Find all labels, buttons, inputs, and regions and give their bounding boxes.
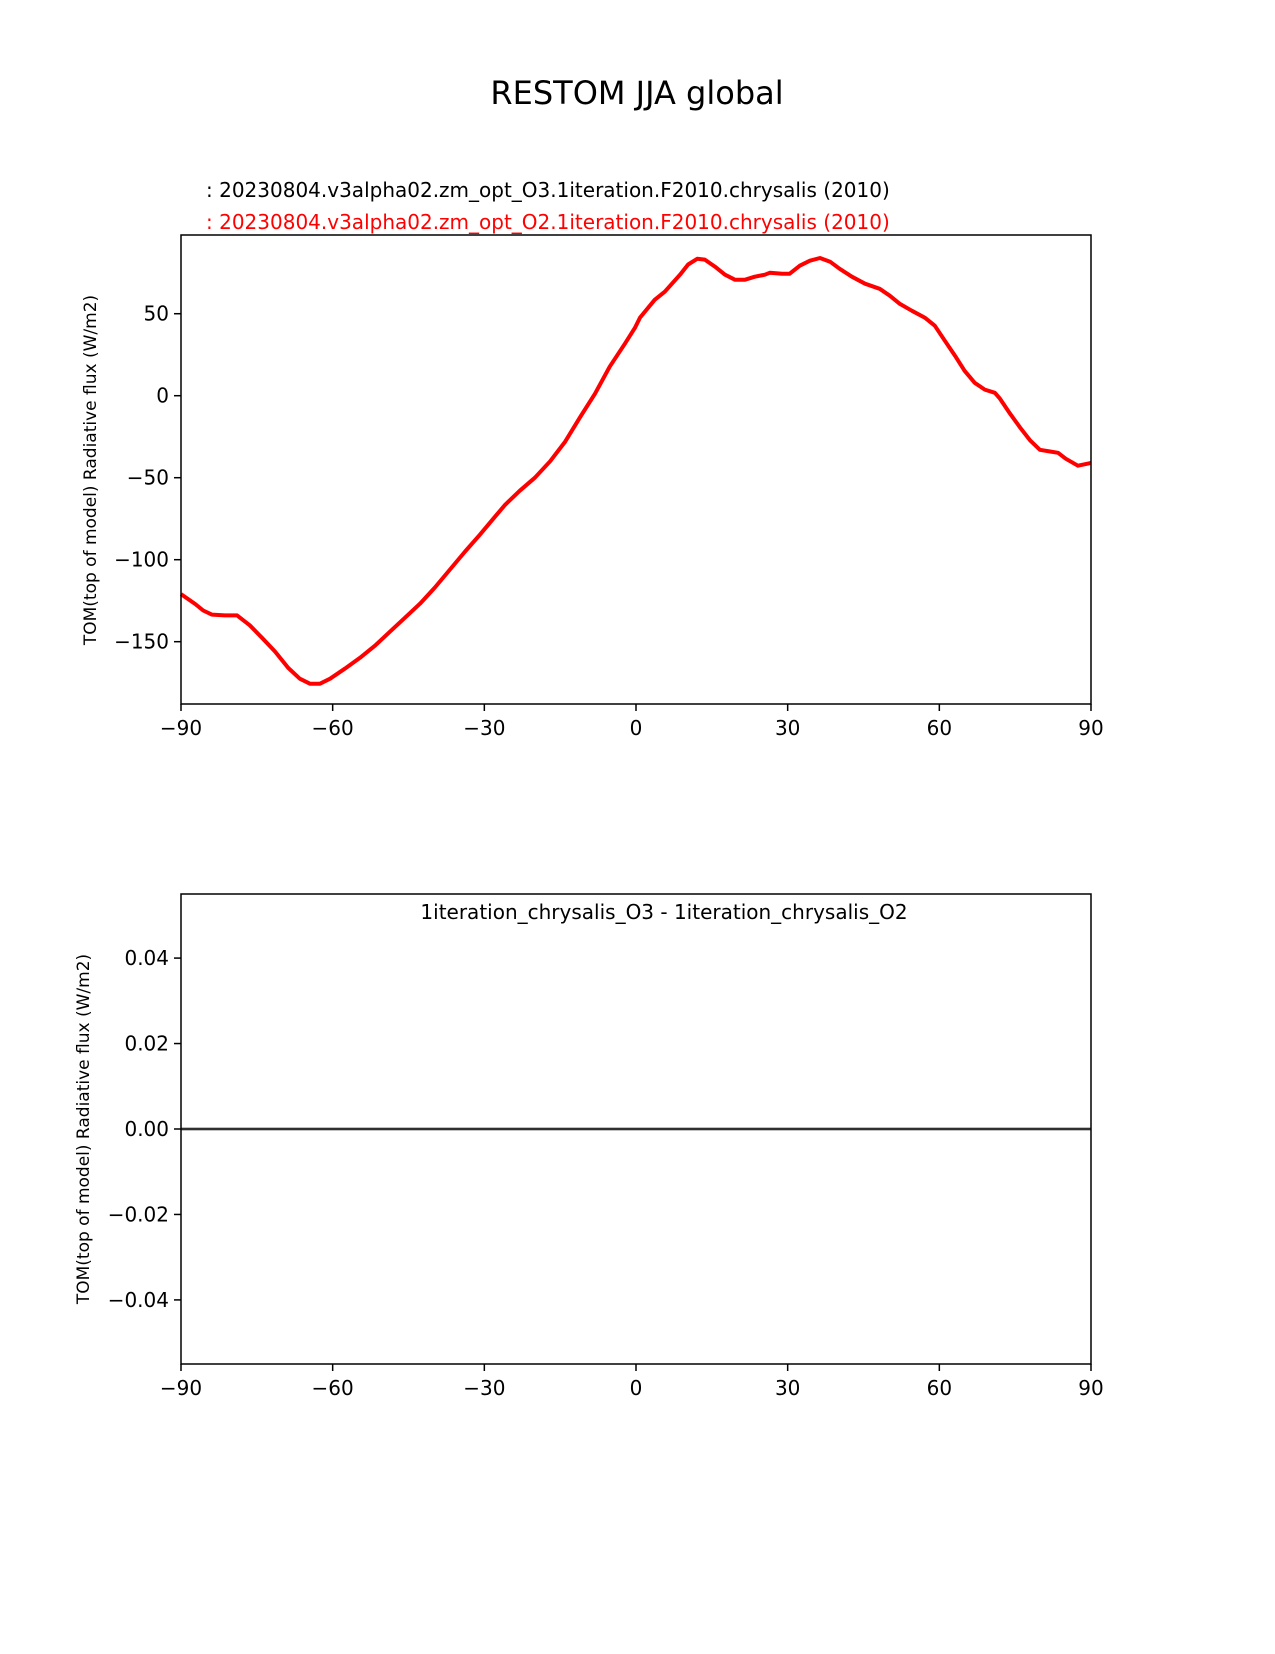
y-tick-label: 0.04: [124, 946, 169, 970]
x-tick-label: 90: [1078, 1376, 1103, 1400]
legend-line-1: : 20230804.v3alpha02.zm_opt_O2.1iteratio…: [206, 210, 890, 234]
figure-title: RESTOM JJA global: [490, 74, 783, 112]
y-tick-label: 0.02: [124, 1032, 169, 1056]
x-tick-label: −90: [160, 1376, 202, 1400]
x-tick-label: 0: [630, 716, 643, 740]
y-tick-label: 0: [156, 384, 169, 408]
x-tick-label: −60: [312, 716, 354, 740]
x-tick-label: −30: [463, 1376, 505, 1400]
plot-title: 1iteration_chrysalis_O3 - 1iteration_chr…: [420, 900, 907, 924]
bottom-plot: 1iteration_chrysalis_O3 - 1iteration_chr…: [74, 893, 1104, 1400]
x-tick-label: −60: [312, 1376, 354, 1400]
y-tick-label: −100: [114, 548, 169, 572]
series-line-0: [179, 256, 1092, 686]
legend-line-0: : 20230804.v3alpha02.zm_opt_O3.1iteratio…: [206, 178, 890, 202]
x-tick-label: 0: [630, 1376, 643, 1400]
y-axis-label: TOM(top of model) Radiative flux (W/m2): [81, 295, 101, 646]
x-tick-label: 60: [927, 1376, 952, 1400]
y-tick-label: 0.00: [124, 1117, 169, 1141]
y-tick-label: −0.04: [108, 1288, 169, 1312]
x-tick-label: −30: [463, 716, 505, 740]
top-plot: : 20230804.v3alpha02.zm_opt_O3.1iteratio…: [81, 178, 1104, 740]
axes-frame: [180, 234, 1092, 705]
x-tick-label: −90: [160, 716, 202, 740]
x-tick-label: 90: [1078, 716, 1103, 740]
y-tick-label: −50: [127, 466, 169, 490]
x-tick-label: 60: [927, 716, 952, 740]
x-tick-label: 30: [775, 716, 800, 740]
y-axis-label: TOM(top of model) Radiative flux (W/m2): [74, 954, 94, 1305]
y-tick-label: 50: [144, 302, 169, 326]
y-tick-label: −150: [114, 630, 169, 654]
y-tick-label: −0.02: [108, 1202, 169, 1226]
x-tick-label: 30: [775, 1376, 800, 1400]
